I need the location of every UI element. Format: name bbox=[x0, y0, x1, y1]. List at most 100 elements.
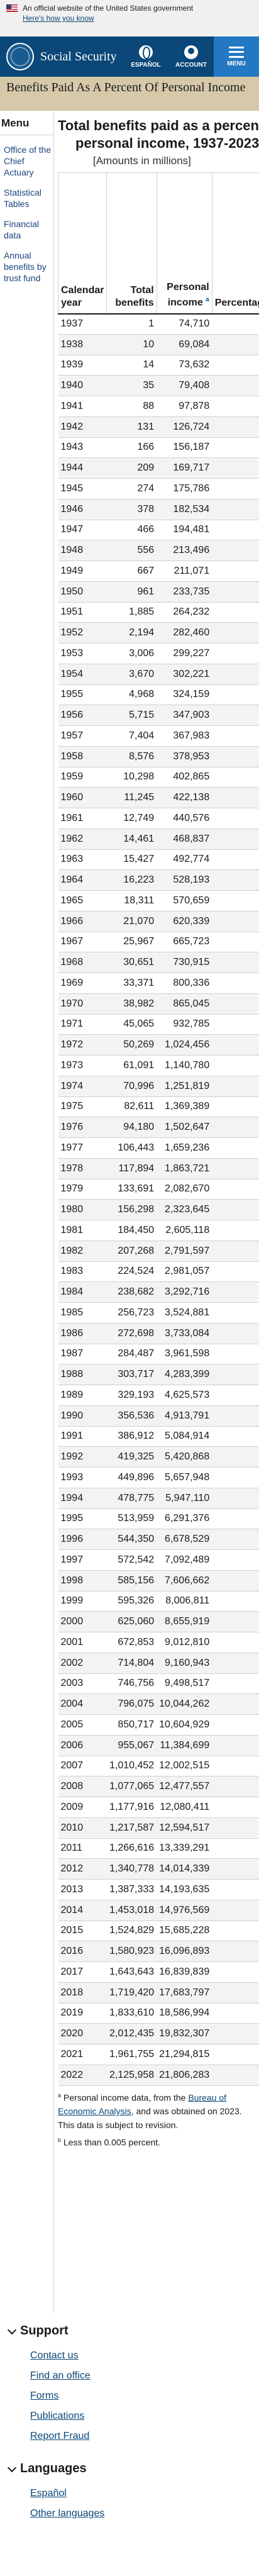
table-row: 1942 131 126,724 bbox=[58, 416, 259, 438]
cell-percentage bbox=[212, 1838, 259, 1860]
footer-link-find-office[interactable]: Find an office bbox=[30, 2370, 91, 2381]
cell-year: 2007 bbox=[58, 1756, 107, 1777]
table-row: 1996 544,350 6,678,529 bbox=[58, 1529, 259, 1550]
hamburger-icon bbox=[229, 46, 244, 58]
cell-total-benefits: 166 bbox=[106, 437, 157, 459]
cell-personal-income: 932,785 bbox=[157, 1014, 212, 1035]
cell-year: 1950 bbox=[58, 581, 107, 603]
cell-total-benefits: 156,298 bbox=[106, 1199, 157, 1220]
cell-percentage bbox=[212, 1549, 259, 1571]
espanol-button[interactable]: ESPAÑOL bbox=[123, 36, 168, 77]
sidebar-item-financial-data[interactable]: Financial data bbox=[4, 219, 40, 240]
table-row: 1966 21,070 620,339 bbox=[58, 911, 259, 932]
table-row: 1967 25,967 665,723 bbox=[58, 932, 259, 953]
cell-personal-income: 169,717 bbox=[157, 457, 212, 479]
cell-percentage bbox=[212, 1529, 259, 1550]
cell-personal-income: 6,678,529 bbox=[157, 1529, 212, 1550]
cell-total-benefits: 1,266,616 bbox=[106, 1838, 157, 1860]
cell-total-benefits: 2,012,435 bbox=[106, 2023, 157, 2044]
cell-total-benefits: 1,077,065 bbox=[106, 1776, 157, 1797]
table-row: 1976 94,180 1,502,647 bbox=[58, 1117, 259, 1138]
cell-total-benefits: 1,010,452 bbox=[106, 1756, 157, 1777]
table-row: 1937 1 74,710 bbox=[58, 313, 259, 335]
cell-total-benefits: 2,125,958 bbox=[106, 2065, 157, 2086]
cell-year: 1979 bbox=[58, 1179, 107, 1200]
cell-percentage bbox=[212, 2044, 259, 2065]
cell-percentage bbox=[212, 1941, 259, 1962]
cell-percentage bbox=[212, 1344, 259, 1365]
cell-personal-income: 175,786 bbox=[157, 478, 212, 499]
cell-personal-income: 1,024,456 bbox=[157, 1034, 212, 1056]
cell-total-benefits: 30,651 bbox=[106, 952, 157, 973]
sidebar-item-annual-benefits[interactable]: Annual benefits by trust fund bbox=[4, 250, 47, 283]
cell-total-benefits: 1,217,587 bbox=[106, 1817, 157, 1839]
cell-personal-income: 14,976,569 bbox=[157, 1900, 212, 1921]
cell-percentage bbox=[212, 1488, 259, 1509]
table-row: 1948 556 213,496 bbox=[58, 540, 259, 561]
table-row: 1943 166 156,187 bbox=[58, 437, 259, 459]
support-heading[interactable]: Support bbox=[7, 2324, 259, 2338]
cell-total-benefits: 955,067 bbox=[106, 1735, 157, 1756]
page-title-line2: personal income, 1937-2023 bbox=[75, 135, 259, 151]
cell-total-benefits: 35 bbox=[106, 375, 157, 396]
cell-total-benefits: 45,065 bbox=[106, 1014, 157, 1035]
cell-year: 1954 bbox=[58, 664, 107, 685]
cell-year: 2018 bbox=[58, 1982, 107, 2004]
bea-link[interactable]: Bureau of Economic Analysis bbox=[58, 2092, 227, 2117]
sidebar-heading: Menu bbox=[0, 111, 53, 135]
cell-personal-income: 8,006,811 bbox=[157, 1591, 212, 1612]
table-row: 1984 238,682 3,292,716 bbox=[58, 1281, 259, 1303]
cell-percentage bbox=[212, 787, 259, 808]
cell-year: 1978 bbox=[58, 1158, 107, 1179]
cell-total-benefits: 1,177,916 bbox=[106, 1797, 157, 1818]
cell-percentage bbox=[212, 1096, 259, 1118]
table-row: 1954 3,670 302,221 bbox=[58, 664, 259, 685]
table-row: 1941 88 97,878 bbox=[58, 396, 259, 417]
cell-percentage bbox=[212, 1034, 259, 1056]
table-row: 1985 256,723 3,524,881 bbox=[58, 1302, 259, 1324]
cell-total-benefits: 238,682 bbox=[106, 1281, 157, 1303]
footer-link-other-languages[interactable]: Other languages bbox=[30, 2508, 105, 2519]
footer-link-contact[interactable]: Contact us bbox=[30, 2350, 79, 2361]
table-row: 1946 378 182,534 bbox=[58, 499, 259, 520]
table-row: 1982 207,268 2,791,597 bbox=[58, 1241, 259, 1262]
cell-total-benefits: 61,091 bbox=[106, 1055, 157, 1076]
table-row: 1950 961 233,735 bbox=[58, 581, 259, 603]
cell-percentage bbox=[212, 911, 259, 932]
support-heading-label: Support bbox=[20, 2324, 69, 2338]
cell-personal-income: 126,724 bbox=[157, 416, 212, 438]
note-a-text: Personal income data, from the bbox=[63, 2092, 186, 2103]
footer-link-forms[interactable]: Forms bbox=[30, 2390, 59, 2401]
cell-percentage bbox=[212, 1653, 259, 1674]
cell-total-benefits: 1,961,755 bbox=[106, 2044, 157, 2065]
cell-personal-income: 73,632 bbox=[157, 355, 212, 376]
how-you-know-link[interactable]: Here's how you know bbox=[23, 14, 94, 23]
footer-link-publications[interactable]: Publications bbox=[30, 2411, 85, 2421]
sidebar-item-office-chief-actuary[interactable]: Office of the Chief Actuary bbox=[4, 145, 52, 177]
menu-button[interactable]: MENU bbox=[214, 36, 259, 77]
cell-year: 1969 bbox=[58, 973, 107, 994]
cell-percentage bbox=[212, 1570, 259, 1592]
footer-link-report-fraud[interactable]: Report Fraud bbox=[30, 2431, 90, 2441]
note-a: a Personal income data, from the Bureau … bbox=[58, 2088, 256, 2133]
cell-total-benefits: 5,715 bbox=[106, 705, 157, 726]
cell-total-benefits: 1,387,333 bbox=[106, 1879, 157, 1900]
cell-personal-income: 665,723 bbox=[157, 932, 212, 953]
cell-percentage bbox=[212, 1137, 259, 1159]
brand-name[interactable]: Social Security bbox=[40, 49, 117, 64]
sidebar-item-statistical-tables[interactable]: Statistical Tables bbox=[4, 187, 41, 209]
ssa-seal-logo[interactable] bbox=[6, 43, 34, 70]
cell-percentage bbox=[212, 1693, 259, 1715]
cell-year: 1971 bbox=[58, 1014, 107, 1035]
cell-percentage bbox=[212, 664, 259, 685]
footer-link-espanol[interactable]: Español bbox=[30, 2488, 67, 2499]
cell-percentage bbox=[212, 602, 259, 623]
cell-total-benefits: 4,968 bbox=[106, 684, 157, 706]
languages-heading[interactable]: Languages bbox=[7, 2462, 259, 2476]
account-button[interactable]: ACCOUNT bbox=[168, 36, 214, 77]
table-row: 1959 10,298 402,865 bbox=[58, 767, 259, 788]
table-row: 2013 1,387,333 14,193,635 bbox=[58, 1879, 259, 1900]
cell-personal-income: 14,193,635 bbox=[157, 1879, 212, 1900]
footnote-a-marker[interactable]: a bbox=[206, 296, 209, 304]
cell-personal-income: 8,655,919 bbox=[157, 1611, 212, 1632]
